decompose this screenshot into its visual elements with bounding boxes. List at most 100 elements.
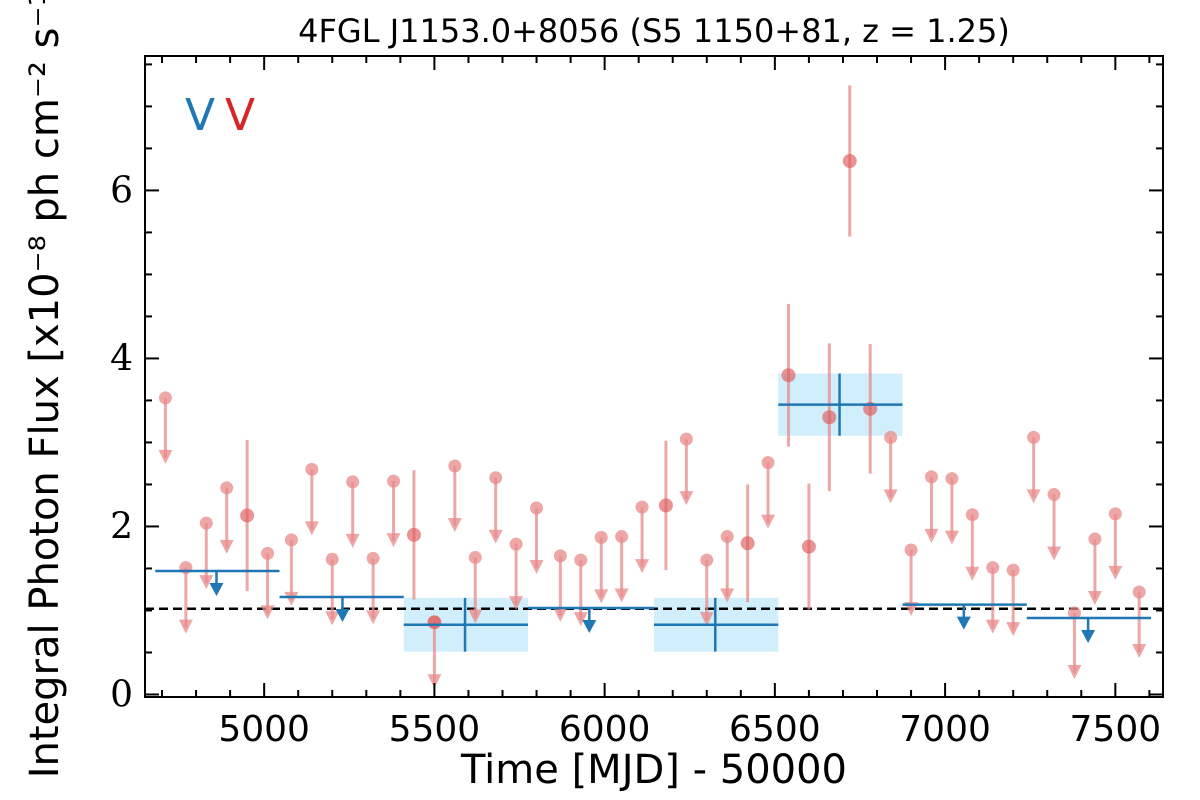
detection-point [406, 527, 421, 542]
upper-limit-point [158, 391, 172, 405]
upper-limit-point [489, 471, 503, 485]
upper-limit-arrow-head [178, 619, 193, 634]
upper-limit-point [1088, 532, 1102, 546]
upper-limit-arrow-head [924, 528, 939, 543]
upper-limit-arrow-head [199, 575, 214, 590]
upper-limit-point [594, 530, 608, 544]
upper-limit-point [904, 543, 918, 557]
upper-limit-arrow-head [158, 449, 173, 464]
upper-limit-point [261, 546, 275, 560]
upper-limit-arrow-head [1047, 546, 1062, 561]
upper-limit-arrow-head [509, 596, 524, 611]
upper-limit-point [700, 553, 714, 567]
upper-limit-point [986, 561, 1000, 575]
upper-limit-point [509, 537, 523, 551]
upper-limit-point [1006, 563, 1020, 577]
y-axis-label: Integral Photon Flux [x10⁻⁸ ph cm⁻² s⁻¹] [22, 0, 68, 778]
upper-limit-point [199, 516, 213, 530]
upper-limit-arrow-head [699, 612, 714, 627]
upper-limit-arrow-head [635, 559, 650, 574]
upper-limit-point [924, 470, 938, 484]
upper-limit-arrow-head [614, 588, 629, 603]
upper-limit-arrow-head [345, 533, 360, 548]
upper-limit-point [884, 430, 898, 444]
upper-limit-point [1108, 507, 1122, 521]
detection-point [801, 539, 816, 554]
upper-limit-arrow-head [366, 610, 381, 625]
upper-limit-arrow-head [304, 521, 319, 536]
axes-frame [144, 55, 1164, 698]
upper-limit-point [346, 475, 360, 489]
upper-limit-point [366, 551, 380, 565]
upper-limit-point [220, 481, 234, 495]
upper-limit-arrow-head [594, 589, 609, 604]
plot-area [145, 85, 1163, 689]
binned-upper-limit-arrow-head [1081, 630, 1096, 644]
upper-limit-arrow-head [1026, 489, 1041, 504]
upper-limit-point [761, 456, 775, 470]
upper-limit-arrow-head [965, 566, 980, 581]
upper-limit-arrow-head [1108, 565, 1123, 580]
x-tick-label: 6500 [729, 709, 821, 750]
axis-ticks: 5000 5500 6000 6500 7000 7500 0 2 4 6 [110, 56, 1163, 750]
upper-limit-point [448, 459, 462, 473]
upper-limit-arrow-head [325, 611, 340, 626]
upper-limit-arrow-head [468, 609, 483, 624]
upper-limit-arrow-head [761, 514, 776, 529]
upper-limit-point [325, 552, 339, 566]
x-tick-label: 6000 [559, 709, 651, 750]
upper-limit-arrow-head [573, 612, 588, 627]
upper-limit-point [635, 500, 649, 514]
upper-limit-arrow-head [720, 588, 735, 603]
upper-limit-arrow-head [427, 674, 442, 689]
detection-point [427, 615, 442, 630]
binned-upper-limit-arrow-head [582, 619, 597, 633]
upper-limit-point [305, 462, 319, 476]
upper-limit-point [553, 549, 567, 563]
upper-limit-arrow-head [284, 591, 299, 606]
upper-limit-arrow-head [488, 529, 503, 544]
upper-limit-arrow-head [529, 559, 544, 574]
x-tick-label: 5500 [389, 709, 481, 750]
upper-limit-arrow-head [679, 491, 694, 506]
detection-point [781, 368, 796, 383]
y-tick-label: 0 [110, 674, 133, 715]
upper-limit-arrow-head [1087, 591, 1102, 606]
upper-limit-arrow-head [219, 539, 234, 554]
upper-limit-point [720, 530, 734, 544]
x-tick-label: 7500 [1070, 709, 1162, 750]
binned-upper-limit-arrow-head [335, 609, 350, 623]
upper-limit-arrow-head [447, 517, 462, 532]
detection-point [658, 498, 673, 513]
x-tick-label: 5000 [218, 709, 310, 750]
upper-limit-point [1132, 585, 1146, 599]
legend-entry: V [185, 90, 215, 141]
upper-limit-arrow-head [553, 607, 568, 622]
upper-limit-point [1047, 488, 1061, 502]
upper-limit-arrow-head [985, 619, 1000, 634]
y-tick-label: 4 [110, 338, 133, 379]
upper-limit-point [1027, 430, 1041, 444]
upper-limit-point [679, 432, 693, 446]
upper-limit-point [615, 530, 629, 544]
detection-point [822, 410, 837, 425]
x-axis-label: Time [MJD] - 50000 [460, 747, 847, 793]
upper-limit-arrow-head [944, 530, 959, 545]
upper-limit-arrow-head [1132, 643, 1147, 658]
upper-limit-point [574, 553, 588, 567]
upper-limit-point [468, 551, 482, 565]
upper-limit-point [1067, 606, 1081, 620]
detection-point [740, 536, 755, 551]
chart-title: 4FGL J1153.0+8056 (S5 1150+81, z = 1.25) [298, 12, 1010, 50]
upper-limit-arrow-head [883, 489, 898, 504]
binned-upper-limit-arrow-head [209, 582, 224, 596]
detection-point [240, 508, 255, 523]
x-tick-label: 7000 [899, 709, 991, 750]
upper-limit-arrow-head [1067, 664, 1082, 679]
upper-limit-arrow-head [260, 605, 275, 620]
upper-limit-point [387, 474, 401, 488]
binned-upper-limit-arrow-head [956, 616, 971, 630]
upper-limit-arrow-head [386, 533, 401, 548]
